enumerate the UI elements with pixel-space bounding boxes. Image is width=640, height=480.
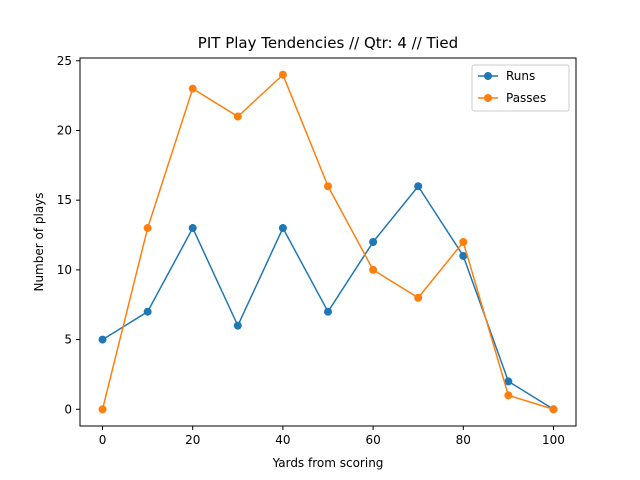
legend-marker-passes (484, 94, 492, 102)
legend: Runs Passes (471, 64, 570, 112)
y-axis-label: Number of plays (32, 192, 46, 291)
y-tick-label: 15 (57, 193, 72, 207)
legend-label-runs: Runs (506, 69, 535, 83)
data-point-passes (324, 182, 332, 191)
data-point-passes (549, 405, 558, 414)
data-point-passes (414, 293, 423, 302)
x-tick-label: 80 (456, 433, 471, 447)
x-tick-label: 40 (275, 433, 290, 447)
x-axis-label: Yards from scoring (272, 456, 384, 470)
data-point-runs (414, 182, 423, 191)
data-point-passes (143, 224, 152, 233)
data-point-passes (278, 70, 287, 79)
data-point-passes (98, 405, 107, 414)
data-point-runs (98, 335, 107, 344)
y-tick-label: 25 (57, 54, 72, 68)
x-tick-label: 0 (99, 433, 107, 447)
chart-title: PIT Play Tendencies // Qtr: 4 // Tied (198, 34, 458, 52)
x-tick-label: 100 (542, 433, 565, 447)
x-axis: 0 20 40 60 80 100 (99, 426, 565, 447)
data-point-runs (143, 307, 152, 316)
data-point-runs (233, 321, 242, 330)
data-point-passes (188, 84, 197, 93)
data-point-runs (504, 377, 513, 386)
data-point-runs (278, 224, 287, 233)
y-tick-label: 20 (57, 123, 72, 137)
data-point-passes (233, 112, 242, 121)
data-point-runs (369, 238, 378, 246)
x-tick-label: 20 (185, 433, 200, 447)
data-point-passes (369, 265, 378, 274)
y-tick-label: 5 (64, 333, 72, 347)
y-axis: 0 5 10 15 20 25 (57, 54, 80, 416)
legend-label-passes: Passes (506, 91, 546, 105)
data-point-runs (459, 251, 468, 260)
legend-marker-runs (484, 72, 492, 80)
data-point-runs (188, 224, 197, 233)
plot-area (98, 70, 558, 414)
plot-frame (79, 57, 577, 427)
x-tick-label: 60 (365, 433, 380, 447)
data-point-passes (459, 238, 468, 246)
data-point-passes (504, 391, 513, 400)
data-point-runs (324, 307, 332, 316)
y-tick-label: 10 (57, 263, 72, 277)
y-tick-label: 0 (64, 402, 72, 416)
